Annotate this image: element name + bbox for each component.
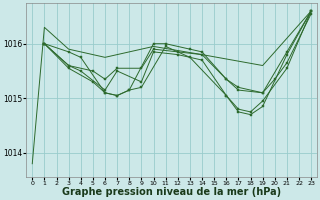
X-axis label: Graphe pression niveau de la mer (hPa): Graphe pression niveau de la mer (hPa) <box>62 187 281 197</box>
